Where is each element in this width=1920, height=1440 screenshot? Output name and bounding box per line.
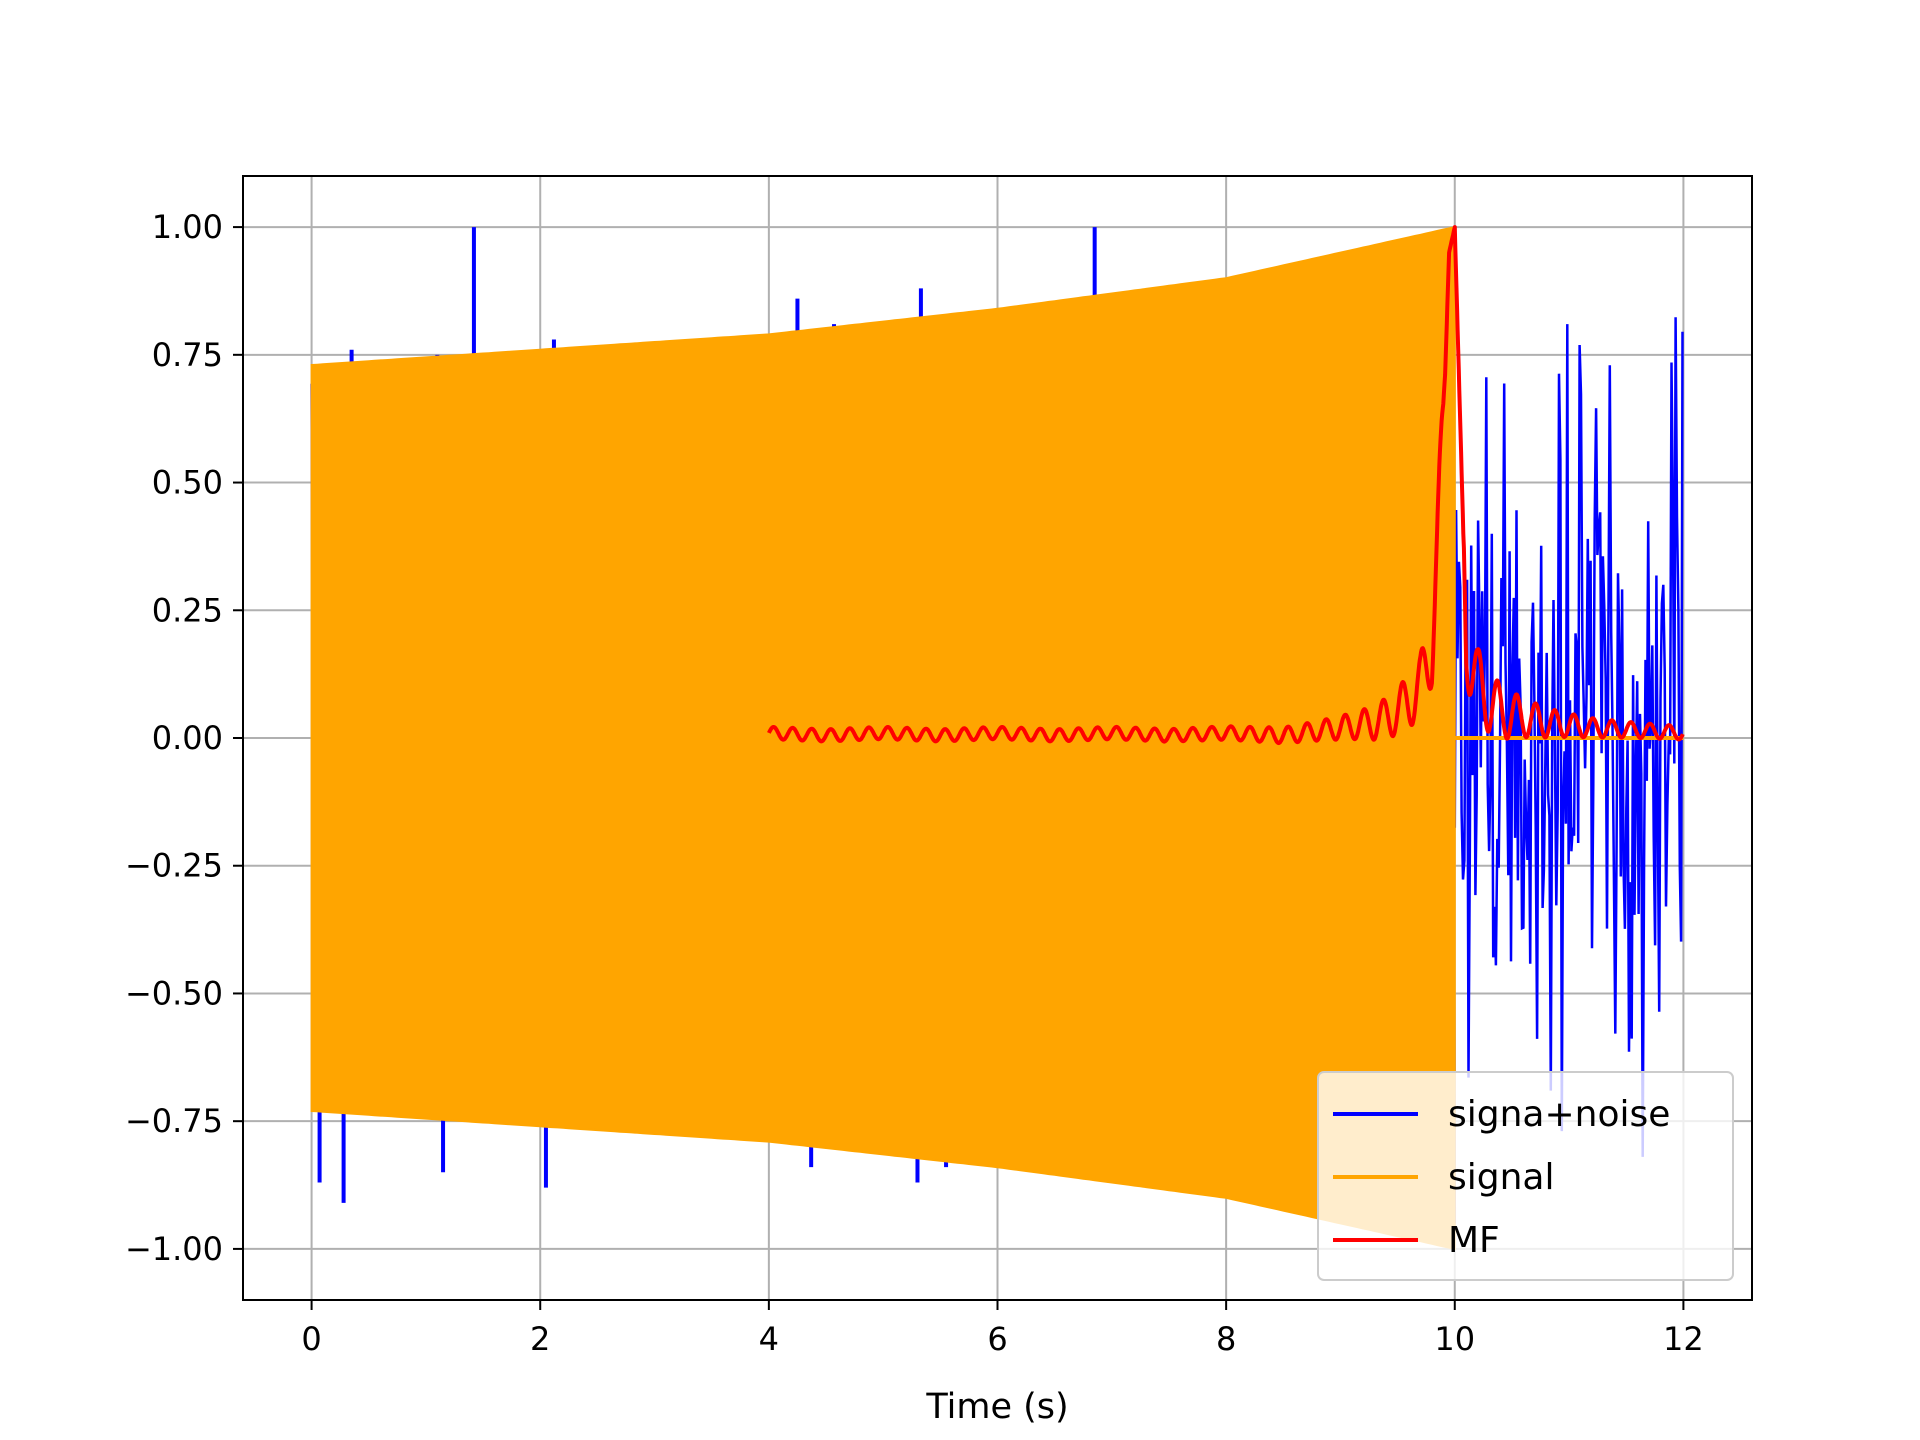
x-tick-label: 0 — [301, 1320, 321, 1358]
legend-label: signa+noise — [1448, 1094, 1670, 1135]
y-tick-label: 0.50 — [152, 464, 223, 502]
series-signal-noise-tail — [1453, 317, 1684, 1157]
legend: signa+noise signal MF — [1317, 1071, 1734, 1281]
y-tick-label: 1.00 — [152, 208, 223, 246]
x-tick-label: 8 — [1216, 1320, 1236, 1358]
x-tick-label: 10 — [1434, 1320, 1475, 1358]
series-mf-line — [767, 225, 1685, 746]
x-tick-label: 6 — [987, 1320, 1007, 1358]
y-tick-label: −0.25 — [125, 847, 223, 885]
legend-label: signal — [1448, 1157, 1555, 1198]
y-tick-label: 0.25 — [152, 591, 223, 629]
y-tick-label: 0.75 — [152, 336, 223, 374]
y-tick-label: −0.50 — [125, 974, 223, 1012]
legend-box — [1317, 1071, 1734, 1281]
y-tick-label: −1.00 — [125, 1230, 223, 1268]
x-tick-label: 4 — [759, 1320, 779, 1358]
x-axis-label: Time (s) — [925, 1387, 1068, 1427]
series-layer — [310, 225, 1685, 1251]
ticks: 0 2 4 6 8 10 12 1.00 0.75 0.50 0.25 0.00 −0.25 −0.50 −… — [125, 208, 1704, 1358]
y-tick-label: 0.00 — [152, 719, 223, 757]
y-tick-label: −0.75 — [125, 1102, 223, 1140]
x-tick-label: 12 — [1663, 1320, 1704, 1358]
x-tick-label: 2 — [530, 1320, 550, 1358]
legend-label: MF — [1448, 1220, 1500, 1261]
